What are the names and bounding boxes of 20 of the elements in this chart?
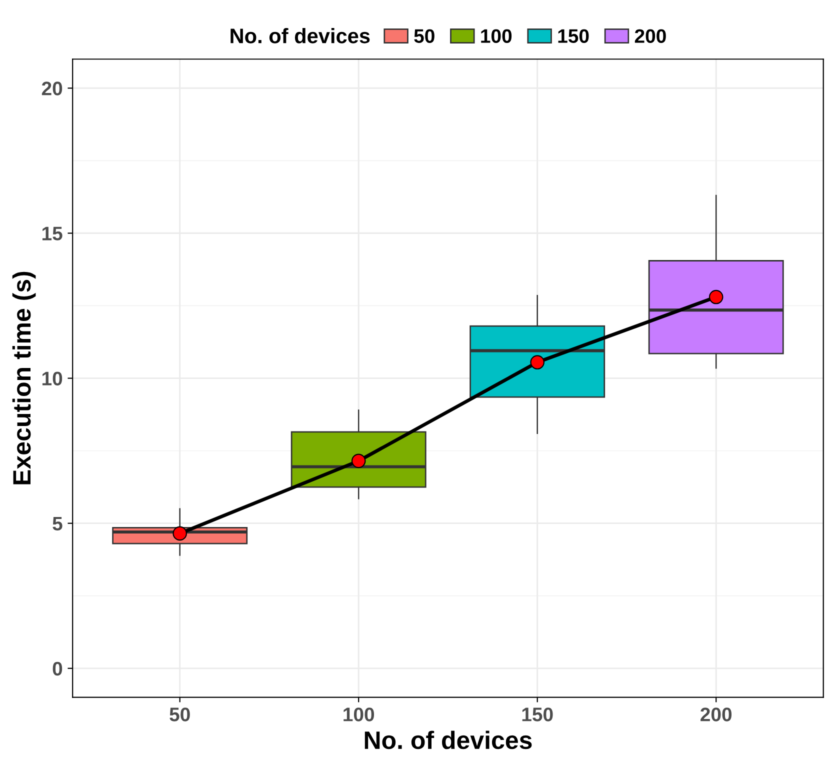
point	[708, 290, 724, 304]
x-tick-label: 50	[170, 708, 190, 722]
point	[351, 454, 366, 468]
x-tick-label: 200	[700, 708, 732, 722]
legend-label: 200	[634, 29, 666, 43]
point	[172, 526, 187, 541]
y-tick-label: 5	[52, 516, 62, 531]
legend-label: 150	[558, 29, 589, 43]
y-axis-title: Execution time (s)	[12, 272, 36, 484]
x-tick-label: 100	[344, 708, 374, 722]
x-tick-label: 150	[522, 708, 553, 722]
y-tick-label: 0	[52, 662, 62, 676]
y-tick-label: 15	[42, 226, 62, 240]
y-tick-label: 10	[42, 372, 62, 386]
legend-title: No. of devices	[230, 28, 370, 44]
x-axis-title: No. of devices	[364, 730, 532, 750]
legend-label: 50	[414, 29, 434, 43]
point	[530, 355, 544, 370]
legend-label: 100	[481, 29, 512, 43]
y-tick-label: 20	[42, 82, 62, 96]
